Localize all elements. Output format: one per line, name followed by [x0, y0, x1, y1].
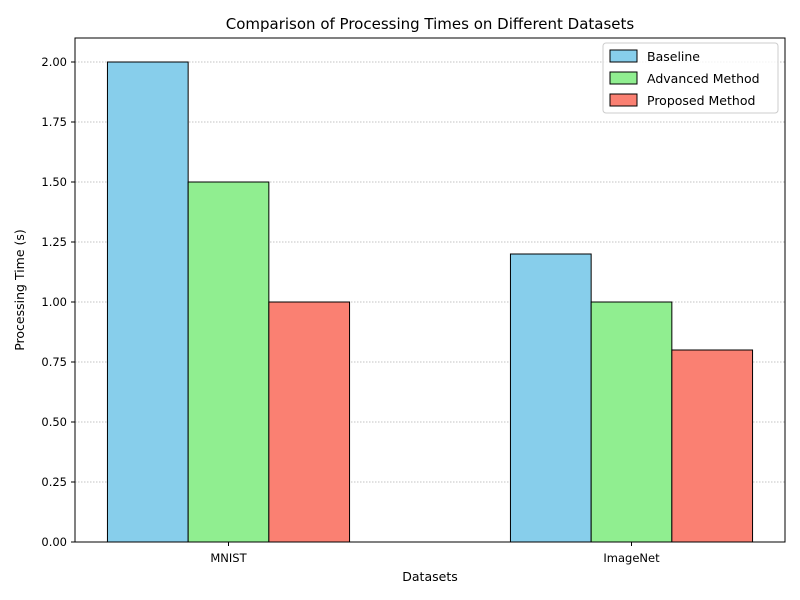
legend-swatch	[609, 49, 638, 63]
legend-label: Baseline	[647, 49, 700, 64]
x-axis-label: Datasets	[402, 569, 457, 584]
plot-frame	[74, 37, 786, 543]
bar-advanced-method-mnist	[187, 181, 270, 543]
y-tick-label: 1.25	[41, 235, 67, 249]
chart-title: Comparison of Processing Times on Differ…	[226, 15, 635, 33]
legend-swatch	[609, 71, 638, 85]
y-axis-label: Processing Time (s)	[12, 229, 27, 351]
axes-layer	[74, 37, 786, 543]
y-ticks: 0.00 0.25 0.50 0.75 1.00 1.25 1.50 1.75 2.00	[41, 55, 75, 549]
legend-label: Proposed Method	[647, 93, 755, 108]
bars-layer	[106, 61, 754, 543]
legend-label: Advanced Method	[647, 71, 760, 86]
bar-proposed-method-imagenet	[671, 349, 754, 543]
y-tick-label: 0.50	[41, 415, 67, 429]
y-tick-label: 0.25	[41, 475, 67, 489]
y-tick-label: 1.00	[41, 295, 67, 309]
legend-swatch	[609, 93, 638, 107]
y-tick-label: 1.75	[41, 115, 67, 129]
legend-box	[602, 42, 779, 114]
legend-items: Baseline Advanced Method Proposed Method	[609, 49, 760, 108]
bar-advanced-method-imagenet	[590, 301, 673, 543]
bar-baseline-imagenet	[509, 253, 592, 543]
y-tick-label: 2.00	[41, 55, 67, 69]
y-tick-label: 1.50	[41, 175, 67, 189]
bar-baseline-mnist	[106, 61, 189, 543]
y-tick-label: 0.75	[41, 355, 67, 369]
x-tick-label: MNIST	[210, 551, 247, 565]
bar-proposed-method-mnist	[268, 301, 351, 543]
y-tick-label: 0.00	[41, 535, 67, 549]
x-ticks: MNIST ImageNet	[210, 542, 660, 565]
x-tick-label: ImageNet	[603, 551, 660, 565]
legend: Baseline Advanced Method Proposed Method	[602, 42, 779, 114]
